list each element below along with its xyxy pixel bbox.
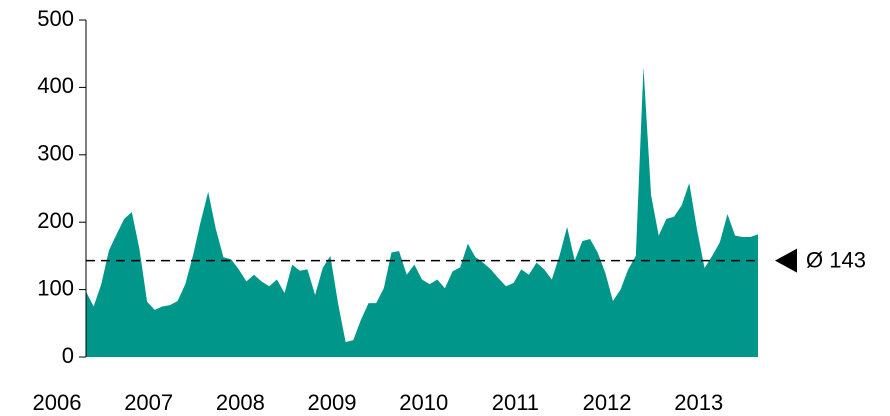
area (86, 67, 758, 358)
x-tick-label: 2006 (33, 390, 82, 415)
y-tick-label: 500 (37, 6, 74, 31)
y-tick-label: 200 (37, 208, 74, 233)
x-tick-label: 2009 (308, 390, 357, 415)
x-tick-label: 2012 (583, 390, 632, 415)
y-tick-label: 100 (37, 275, 74, 300)
x-tick-label: 2011 (492, 390, 539, 415)
y-tick-label: 0 (62, 343, 74, 368)
x-tick-label: 2008 (216, 390, 265, 415)
x-tick-label: 2007 (124, 390, 173, 415)
y-tick-label: 400 (37, 73, 74, 98)
reference-label: Ø 143 (806, 247, 866, 272)
x-tick-label: 2010 (399, 390, 448, 415)
x-tick-label: 2013 (674, 390, 723, 415)
reference-marker (775, 248, 797, 273)
y-tick-label: 300 (37, 141, 74, 166)
